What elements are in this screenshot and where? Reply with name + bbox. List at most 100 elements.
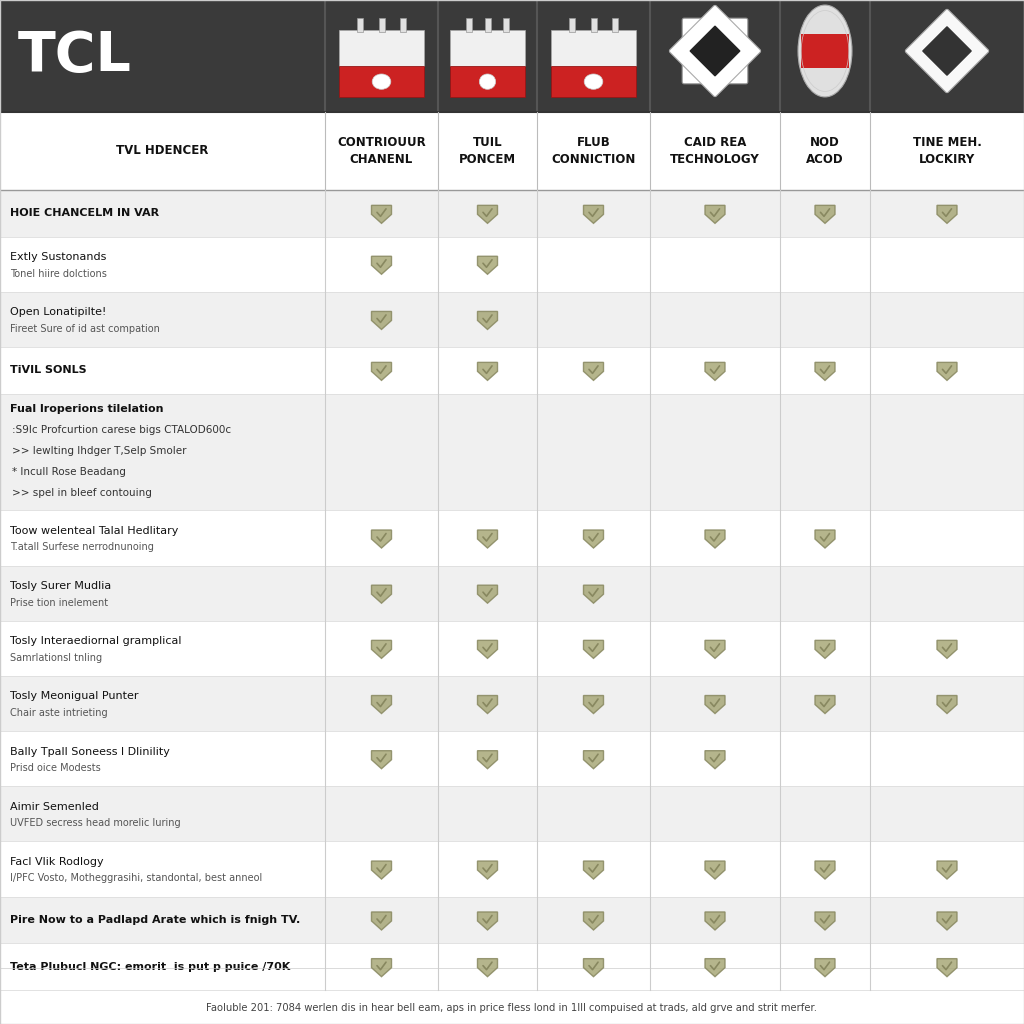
Text: Extly Sustonands: Extly Sustonands: [10, 252, 106, 262]
Text: CONTRIOUUR
CHANENL: CONTRIOUUR CHANENL: [337, 136, 426, 166]
Bar: [0, 943, 1024, 990]
PathPatch shape: [815, 695, 835, 714]
Text: FLUB
CONNICTION: FLUB CONNICTION: [551, 136, 636, 166]
PathPatch shape: [477, 585, 498, 603]
Bar: [0, 676, 1024, 731]
Bar: [379, 18, 384, 32]
Bar: [399, 18, 406, 32]
PathPatch shape: [705, 206, 725, 223]
PathPatch shape: [937, 958, 957, 977]
PathPatch shape: [584, 362, 603, 380]
Text: :S9lc Profcurtion carese bigs CTALOD600c: :S9lc Profcurtion carese bigs CTALOD600c: [12, 425, 231, 435]
Bar: [0, 842, 1024, 897]
Text: Tosly Meonigual Punter: Tosly Meonigual Punter: [10, 691, 138, 701]
Ellipse shape: [798, 5, 852, 97]
PathPatch shape: [705, 362, 725, 380]
Text: Bally Tpall Soneess l Dlinility: Bally Tpall Soneess l Dlinility: [10, 746, 170, 757]
Bar: [484, 18, 490, 32]
PathPatch shape: [584, 530, 603, 548]
PathPatch shape: [477, 695, 498, 714]
PathPatch shape: [477, 311, 498, 330]
Text: I/PFC Vosto, Motheggrasihi, standontal, best anneol: I/PFC Vosto, Motheggrasihi, standontal, …: [10, 873, 262, 884]
Text: Aimir Semenled: Aimir Semenled: [10, 802, 99, 812]
PathPatch shape: [372, 256, 391, 274]
Text: Fual lroperions tilelation: Fual lroperions tilelation: [10, 403, 164, 414]
Bar: [339, 30, 424, 67]
Text: TINE MEH.
LOCKIRY: TINE MEH. LOCKIRY: [912, 136, 981, 166]
Bar: [0, 292, 1024, 347]
Bar: [0, 393, 1024, 510]
PathPatch shape: [937, 640, 957, 658]
PathPatch shape: [584, 861, 603, 879]
Text: Pire Now to a Padlapd Arate which is fnigh TV.: Pire Now to a Padlapd Arate which is fni…: [10, 915, 300, 925]
Text: HOIE CHANCELM IN VAR: HOIE CHANCELM IN VAR: [10, 208, 159, 218]
Bar: [0, 565, 1024, 621]
Bar: [591, 18, 597, 32]
Text: Open Lonatipilte!: Open Lonatipilte!: [10, 307, 106, 317]
Text: TCL: TCL: [18, 29, 132, 83]
PathPatch shape: [937, 206, 957, 223]
PathPatch shape: [815, 861, 835, 879]
Ellipse shape: [584, 74, 603, 89]
Text: NOD
ACOD: NOD ACOD: [806, 136, 844, 166]
PathPatch shape: [937, 362, 957, 380]
PathPatch shape: [937, 695, 957, 714]
FancyBboxPatch shape: [905, 9, 989, 93]
FancyBboxPatch shape: [682, 18, 748, 84]
PathPatch shape: [372, 311, 391, 330]
PathPatch shape: [815, 640, 835, 658]
PathPatch shape: [372, 206, 391, 223]
PathPatch shape: [477, 912, 498, 930]
PathPatch shape: [477, 362, 498, 380]
Bar: [451, 30, 524, 67]
PathPatch shape: [815, 530, 835, 548]
Text: Teta Plubucl NGC: emorit  is put p puice /70K: Teta Plubucl NGC: emorit is put p puice …: [10, 962, 290, 972]
PathPatch shape: [705, 751, 725, 769]
PathPatch shape: [705, 958, 725, 977]
Bar: [569, 18, 575, 32]
PathPatch shape: [372, 861, 391, 879]
PathPatch shape: [477, 530, 498, 548]
Text: Tosly Interaediornal gramplical: Tosly Interaediornal gramplical: [10, 636, 181, 646]
Text: TUIL
PONCEM: TUIL PONCEM: [459, 136, 516, 166]
Bar: [0, 112, 1024, 190]
PathPatch shape: [937, 912, 957, 930]
Text: TVL HDENCER: TVL HDENCER: [117, 144, 209, 158]
Bar: [0, 897, 1024, 943]
Text: Prisd oice Modests: Prisd oice Modests: [10, 763, 100, 773]
Bar: [0, 237, 1024, 292]
PathPatch shape: [372, 912, 391, 930]
PathPatch shape: [584, 640, 603, 658]
PathPatch shape: [584, 585, 603, 603]
PathPatch shape: [372, 958, 391, 977]
PathPatch shape: [815, 362, 835, 380]
Bar: [0, 731, 1024, 786]
Bar: [0, 347, 1024, 393]
PathPatch shape: [372, 362, 391, 380]
Bar: [801, 35, 849, 68]
Ellipse shape: [372, 74, 391, 89]
Bar: [551, 67, 636, 97]
PathPatch shape: [705, 640, 725, 658]
PathPatch shape: [815, 206, 835, 223]
Text: T.atall Surfese nerrodnunoing: T.atall Surfese nerrodnunoing: [10, 543, 154, 552]
Bar: [0, 510, 1024, 565]
PathPatch shape: [584, 206, 603, 223]
Text: Toow welenteal Talal Hedlitary: Toow welenteal Talal Hedlitary: [10, 526, 178, 536]
PathPatch shape: [477, 958, 498, 977]
Text: Chair aste intrieting: Chair aste intrieting: [10, 708, 108, 718]
Bar: [503, 18, 509, 32]
Text: UVFED secress head morelic luring: UVFED secress head morelic luring: [10, 818, 180, 828]
PathPatch shape: [815, 958, 835, 977]
Bar: [339, 67, 424, 97]
Text: TiVIL SONLS: TiVIL SONLS: [10, 366, 87, 376]
PathPatch shape: [705, 912, 725, 930]
Bar: [0, 786, 1024, 842]
PathPatch shape: [815, 912, 835, 930]
Bar: [357, 18, 364, 32]
PathPatch shape: [372, 585, 391, 603]
PathPatch shape: [584, 751, 603, 769]
FancyBboxPatch shape: [670, 5, 761, 96]
PathPatch shape: [937, 861, 957, 879]
Bar: [451, 67, 524, 97]
